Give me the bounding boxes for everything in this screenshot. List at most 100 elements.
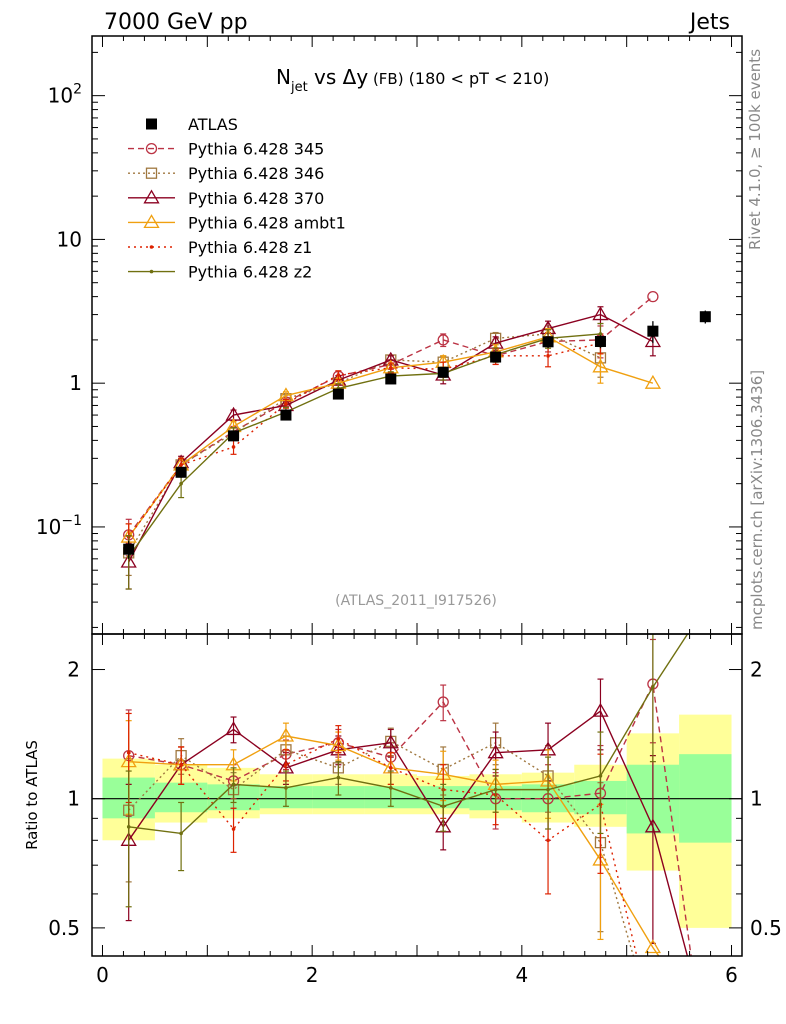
rivet-label: Rivet 4.1.0, ≥ 100k events [746,49,764,250]
ratio-point [644,939,662,954]
main-series-layer [120,290,662,590]
main-point [592,358,609,373]
analysis-label: (ATLAS_2011_I917526) [335,593,497,609]
main-title: Njet vs Δy (FB) (180 < pT < 210) [276,65,549,95]
main-series-1 [123,325,607,577]
ratio-y-tick-label-right: 0.5 [750,916,782,940]
ratio-y-tick-label: 0.5 [48,916,80,940]
x-tick-label: 6 [725,963,738,987]
legend-entry-2: Pythia 6.428 370 [128,189,324,208]
legend-marker [149,245,154,249]
legend-label: Pythia 6.428 345 [188,140,324,159]
atlas-data-point [594,335,606,347]
main-point [546,354,550,358]
ratio-point [648,1018,658,1024]
atlas-data-point [542,336,554,348]
ratio-series-line [128,737,638,956]
ratio-point [388,766,393,770]
ratio-point [493,787,498,792]
ratio-point [126,750,131,755]
atlas-data-point [490,351,502,363]
main-y-tick-label: 10−1 [36,513,82,539]
legend-marker [145,167,158,179]
ratio-point [336,775,341,780]
ratio-point [388,786,393,790]
atlas-data-point [699,311,711,323]
ratio-band-green [312,786,365,809]
atlas-data-point [647,325,659,337]
ratio-y-tick-label-right: 1 [750,787,763,811]
axes-layer: 0 2 4 6 102 10 1 10−1 0.5 0.5 1 1 2 2 [36,35,782,987]
main-y-tick-label: 1 [69,371,82,395]
x-tick-label: 0 [96,963,109,987]
ratio-point [231,827,236,831]
ratio-point [546,787,550,792]
main-series-4 [125,333,604,555]
legend-marker [146,118,157,130]
mcplots-label: mcplots.cern.ch [arXiv:1306.3436] [748,370,766,630]
ratio-y-tick-label: 2 [67,658,80,682]
main-series-0 [123,290,659,557]
atlas-data-point [280,409,292,421]
ratio-point [179,762,183,767]
ratio-point [126,825,131,829]
ratio-point [225,721,242,736]
legend-label: Pythia 6.428 370 [188,189,324,208]
ratio-series-line [128,710,689,956]
ratio-point [437,696,449,708]
ratio-y-tick-label: 1 [67,787,80,811]
legend-marker [143,189,160,204]
header-left: 7000 GeV pp [104,10,248,35]
ratio-point [382,734,399,749]
main-point [336,373,341,377]
ratio-series-line [128,681,692,956]
main-series-line [128,342,601,538]
ratio-series-5 [125,605,708,908]
main-y-tick-label: 10 [57,227,82,251]
x-tick-label: 4 [515,963,528,987]
ratio-point [698,1016,712,1024]
legend-label: Pythia 6.428 346 [188,164,324,183]
ratio-point [231,782,236,787]
ratio-point [284,762,288,767]
x-tick-label: 2 [306,963,319,987]
legend-marker [145,142,158,155]
main-point [644,374,662,389]
main-series-2 [120,306,662,590]
ratio-series-0 [123,638,692,956]
main-series-line [128,333,601,554]
ratio-point [435,818,452,833]
header-right: Jets [688,10,730,35]
main-point [388,365,393,370]
ratio-series-line [128,634,689,835]
ratio-series-4 [125,712,638,956]
ratio-bands [92,714,742,928]
main-point [231,445,236,449]
main-point [437,334,449,346]
legend-marker [143,214,160,229]
main-point [647,290,659,303]
ratio-point [704,605,708,609]
main-point [179,481,183,486]
ratio-y-tick-label-right: 2 [750,658,763,682]
legend-label: Pythia 6.428 z1 [188,238,312,257]
main-y-tick-label: 102 [48,82,82,108]
legend-label: Pythia 6.428 z2 [188,263,312,282]
main-point [284,401,288,406]
ratio-point [644,818,662,833]
ratio-point [700,1018,710,1024]
legend-marker [149,269,154,274]
atlas-data-point [437,366,449,378]
main-point [592,306,609,321]
ratio-point [441,804,446,809]
legend-entry-3: Pythia 6.428 ambt1 [128,213,346,232]
legend-entry-0: Pythia 6.428 345 [128,140,324,159]
ratio-point [592,702,609,717]
main-series-5 [125,322,604,590]
main-point [644,333,662,348]
ratio-ylabel: Ratio to ATLAS [23,740,41,850]
ratio-series-line [128,735,660,956]
ratio-point [698,1016,712,1024]
main-point [598,332,603,336]
legend-entry-5: Pythia 6.428 z2 [128,263,312,282]
